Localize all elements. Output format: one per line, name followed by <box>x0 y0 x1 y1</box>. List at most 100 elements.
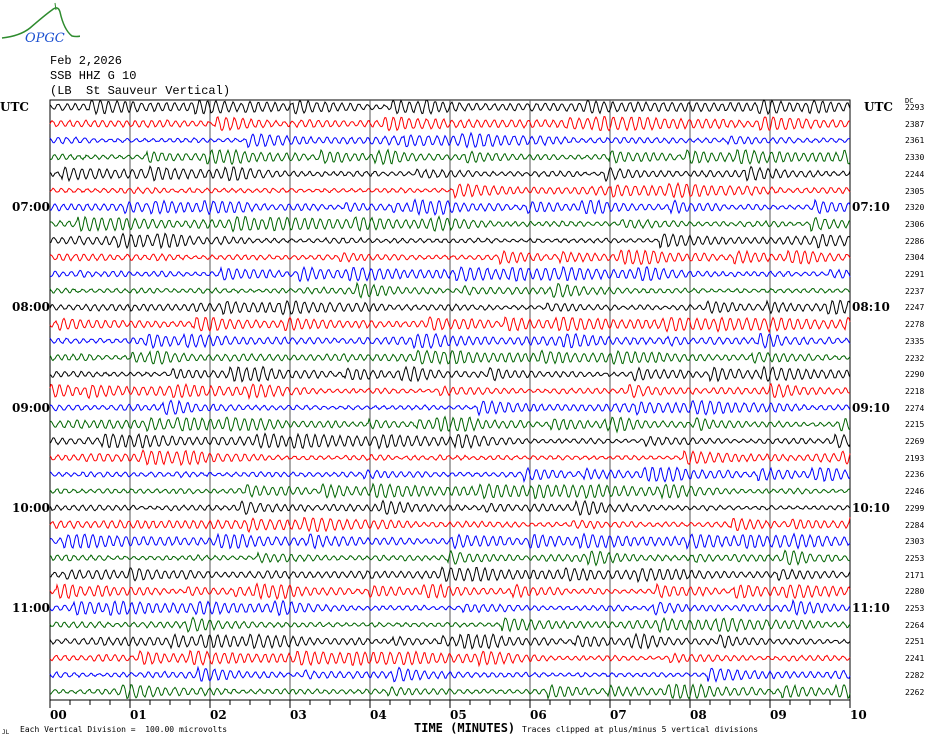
seismic-trace <box>49 616 851 634</box>
dc-offset-label: 2253 <box>905 604 925 613</box>
dc-offset-label: 2269 <box>905 437 925 446</box>
dc-offset-label: 2237 <box>905 286 925 296</box>
left-hour-label: 11:00 <box>12 601 50 615</box>
dc-offset-label: 2387 <box>905 119 925 129</box>
seismic-trace <box>49 432 851 450</box>
seismic-trace <box>49 449 851 467</box>
right-hour-label: 08:10 <box>852 300 890 315</box>
dc-offset-label: 2299 <box>905 503 925 513</box>
seismic-trace <box>49 99 851 116</box>
seismic-trace <box>49 281 851 299</box>
dc-offset-label: 2215 <box>905 420 925 430</box>
dc-offset-label: 2303 <box>905 537 925 547</box>
dc-offset-label: 2306 <box>905 219 925 229</box>
left-utc-label: UTC <box>0 100 29 114</box>
seismic-trace <box>49 516 851 533</box>
seismic-trace <box>49 649 851 668</box>
clip-note: Traces clipped at plus/minus 5 vertical … <box>522 725 759 734</box>
seismic-trace <box>49 582 851 601</box>
x-tick-label: 08 <box>690 708 707 722</box>
dc-offset-label: 2286 <box>905 236 925 246</box>
dc-offset-label: 2278 <box>905 320 925 330</box>
seismic-trace <box>49 148 851 166</box>
dc-offset-label: 2304 <box>905 253 925 263</box>
seismic-trace <box>49 249 851 266</box>
dc-offset-label: 2320 <box>905 203 925 213</box>
seismic-trace <box>49 466 851 483</box>
dc-offset-label: 2335 <box>905 336 925 346</box>
seismic-trace <box>49 316 851 333</box>
left-hour-label: 09:00 <box>12 400 50 415</box>
seismic-trace <box>49 532 851 550</box>
left-hour-label: 07:00 <box>12 200 50 215</box>
dc-offset-label: 2361 <box>905 136 925 146</box>
seismic-trace <box>49 399 851 417</box>
right-hour-label: 10:10 <box>852 500 890 515</box>
dc-label: DC <box>905 97 914 105</box>
x-tick-label: 06 <box>530 708 547 722</box>
seismic-trace <box>49 215 851 233</box>
seismic-trace <box>49 632 851 650</box>
dc-offset-label: 2247 <box>905 303 925 313</box>
x-tick-label: 01 <box>130 708 147 722</box>
dc-offset-label: 2305 <box>905 186 925 196</box>
x-tick-label: 10 <box>850 708 867 722</box>
x-tick-label: 03 <box>290 708 307 722</box>
dc-offset-label: 2253 <box>905 553 925 563</box>
seismic-trace <box>49 415 851 434</box>
seismic-trace <box>49 299 851 316</box>
vertical-division-note: Each Vertical Division = 100.00 microvol… <box>20 725 228 734</box>
seismic-trace <box>49 549 851 567</box>
seismic-trace <box>49 165 851 183</box>
seismic-trace <box>49 683 851 701</box>
seismic-trace <box>49 665 851 683</box>
x-tick-label: 05 <box>450 708 467 722</box>
seismic-trace <box>49 382 851 401</box>
station-label: SSB HHZ G 10 <box>50 69 137 83</box>
left-hour-label: 08:00 <box>12 300 50 315</box>
dc-offset-label: 2293 <box>905 103 925 112</box>
dc-offset-label: 2284 <box>905 520 925 530</box>
opgc-logo: OPGC <box>1 2 80 45</box>
x-tick-label: 07 <box>610 708 627 722</box>
seismic-trace <box>49 365 851 383</box>
date-label: Feb 2,2026 <box>50 54 123 68</box>
seismic-trace <box>49 198 851 216</box>
seismic-trace <box>49 349 851 366</box>
seismic-trace <box>49 181 851 199</box>
seismic-trace <box>49 232 851 250</box>
right-utc-label: UTC <box>864 100 893 114</box>
corner-mark: JL <box>2 729 10 736</box>
seismic-trace <box>49 499 851 516</box>
dc-offset-label: 2241 <box>905 654 925 664</box>
dc-offset-label: 2290 <box>905 370 925 380</box>
svg-text:OPGC: OPGC <box>25 31 65 45</box>
dc-offset-label: 2330 <box>905 153 925 163</box>
right-hour-label: 09:10 <box>852 400 890 415</box>
dc-offset-label: 2236 <box>905 470 925 480</box>
dc-offset-label: 2171 <box>905 570 925 580</box>
dc-offset-label: 2251 <box>905 637 925 647</box>
dc-offset-label: 2262 <box>905 687 925 697</box>
seismic-trace <box>49 598 851 617</box>
seismic-trace <box>49 332 851 350</box>
dc-offset-label: 2274 <box>905 403 925 413</box>
dc-offset-label: 2291 <box>905 270 925 279</box>
station-description: (LB St Sauveur Vertical) <box>50 84 231 98</box>
seismic-trace <box>49 116 851 132</box>
dc-offset-label: 2264 <box>905 620 925 630</box>
right-hour-label: 11:10 <box>852 601 890 615</box>
dc-offset-label: 2244 <box>905 169 925 179</box>
dc-offset-label: 2193 <box>905 453 925 463</box>
x-tick-label: 02 <box>210 708 227 722</box>
seismic-trace <box>49 482 851 500</box>
x-axis-title: TIME (MINUTES) <box>414 721 516 735</box>
x-tick-label: 09 <box>770 708 787 722</box>
dc-offset-label: 2218 <box>905 386 925 396</box>
x-tick-label: 04 <box>370 708 387 722</box>
left-hour-label: 10:00 <box>12 500 50 515</box>
seismic-trace <box>49 131 851 149</box>
dc-offset-label: 2232 <box>905 353 925 363</box>
seismic-trace <box>49 265 851 283</box>
